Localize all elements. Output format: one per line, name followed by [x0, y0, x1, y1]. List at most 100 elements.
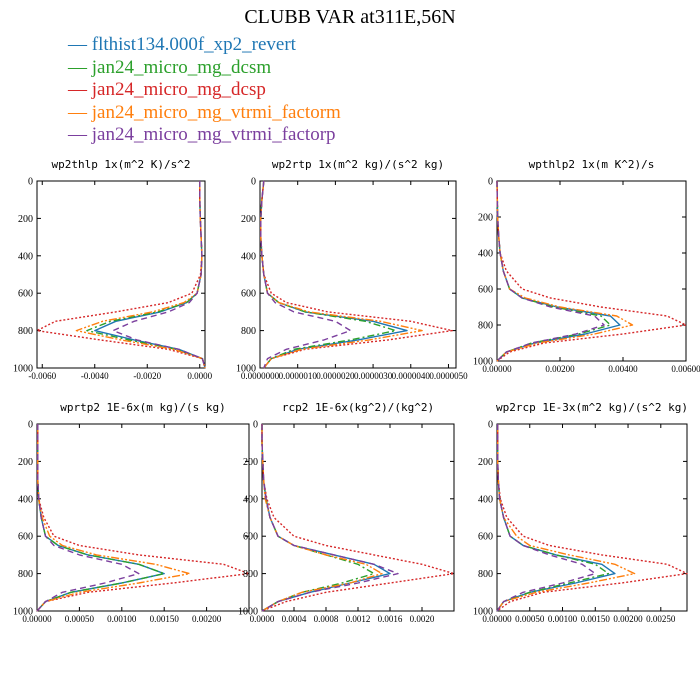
series-line-0 [36, 424, 165, 612]
x-tick-label: 0.00200 [545, 364, 575, 374]
y-tick-label: 800 [241, 326, 256, 337]
x-tick-label: -0.0060 [28, 371, 56, 381]
series-line-4 [496, 424, 596, 612]
y-tick-label: 600 [18, 289, 33, 300]
y-tick-label: 200 [243, 457, 258, 468]
y-tick-label: 800 [478, 321, 493, 332]
x-tick-label: 0.0000 [187, 371, 212, 381]
panel-title: wp2rcp 1E-3x(m^2 kg)/(s^2 kg) [496, 401, 688, 414]
panel-1: wp2rtp 1x(m^2 kg)/(s^2 kg) 0 200 400 600 800 1… [236, 158, 468, 381]
series-line-1 [260, 180, 397, 369]
x-tick-label: 0.0012 [346, 614, 371, 624]
panel-title: wprtp2 1E-6x(m kg)/(s kg) [60, 401, 226, 414]
y-tick-label: 0 [253, 420, 258, 431]
panel-frame [36, 180, 206, 369]
panel-title: wp2thlp 1x(m^2 K)/s^2 [51, 158, 190, 171]
panel-frame [259, 180, 457, 369]
x-tick-label: 0.00400 [608, 364, 638, 374]
series-line-4 [261, 424, 399, 612]
panel-title: rcp2 1E-6x(kg^2)/(kg^2) [282, 401, 434, 414]
y-tick-label: 1000 [13, 364, 33, 375]
x-tick-label: 0.0000000 [241, 371, 280, 381]
series-line-1 [36, 424, 165, 612]
x-tick-label: 0.0000020 [316, 371, 355, 381]
panel-0: wp2thlp 1x(m^2 K)/s^202004006008001000-0… [13, 158, 213, 381]
x-tick-label: 0.0008 [314, 614, 339, 624]
x-tick-label: 0.0000050 [429, 371, 468, 381]
panel-2: wpthlp2 1x(m K^2)/s020040060080010000.00… [473, 158, 700, 374]
panel-frame [36, 423, 250, 612]
y-tick-label: 200 [18, 457, 33, 468]
y-tick-label: 0 [28, 420, 33, 431]
x-tick-label: 0.00150 [150, 614, 180, 624]
y-tick-label: 800 [478, 569, 493, 580]
x-tick-label: 0.00250 [646, 614, 676, 624]
legend-item-3: — jan24_micro_mg_vtrmi_factorm [68, 101, 341, 123]
y-tick-label: 600 [478, 285, 493, 296]
y-tick-label: 200 [478, 457, 493, 468]
series-line-3 [75, 181, 206, 369]
y-tick-label: 600 [243, 532, 258, 543]
x-tick-label: 0.0000030 [354, 371, 393, 381]
y-tick-label: 0 [251, 177, 256, 188]
series-line-1 [86, 181, 206, 369]
series-line-2 [260, 180, 453, 369]
legend: — flthist134.000f_xp2_revert — jan24_mic… [68, 34, 341, 147]
panel-5: wp2rcp 1E-3x(m^2 kg)/(s^2 kg)0 200 400 600 8… [473, 401, 688, 624]
panel-title: wpthlp2 1x(m K^2)/s [529, 158, 655, 171]
series-line-3 [496, 424, 636, 612]
series-line-4 [112, 181, 206, 369]
series-line-0 [496, 424, 616, 612]
y-tick-label: 800 [18, 326, 33, 337]
series-line-0 [261, 424, 391, 612]
legend-item-4: — jan24_micro_mg_vtrmi_factorp [68, 124, 336, 145]
y-tick-label: 400 [18, 494, 33, 505]
y-tick-label: 800 [243, 569, 258, 580]
y-tick-label: 800 [18, 569, 33, 580]
y-tick-label: 400 [241, 251, 256, 262]
x-tick-label: 0.00100 [107, 614, 137, 624]
series-line-0 [94, 181, 206, 369]
series-line-1 [496, 180, 612, 362]
series-line-4 [496, 180, 605, 362]
y-tick-label: 600 [18, 532, 33, 543]
series-line-0 [260, 180, 408, 369]
panel-4: rcp2 1E-6x(kg^2)/(kg^2) 0 200 400 600 800 1000… [238, 401, 455, 624]
series-line-3 [261, 424, 383, 612]
y-tick-label: 400 [243, 494, 258, 505]
x-tick-label: 0.0000040 [392, 371, 431, 381]
legend-item-0: — flthist134.000f_xp2_revert [68, 34, 296, 55]
x-tick-label: 0.00100 [548, 614, 578, 624]
series-line-1 [496, 424, 610, 612]
series-line-3 [260, 180, 423, 369]
x-tick-label: 0.00000 [22, 614, 52, 624]
y-tick-label: 0 [488, 177, 493, 188]
panel-3: wprtp2 1E-6x(m kg)/(s kg) 0 200 400 600 800 10… [13, 401, 250, 624]
series-line-3 [496, 180, 634, 362]
x-tick-label: -0.0040 [81, 371, 109, 381]
x-tick-label: 0.00050 [515, 614, 545, 624]
y-tick-label: 200 [241, 214, 256, 225]
series-line-3 [36, 424, 191, 612]
panel-frame [496, 180, 687, 362]
panel-title: wp2rtp 1x(m^2 kg)/(s^2 kg) [272, 158, 444, 171]
y-tick-label: 1000 [473, 607, 493, 618]
x-tick-label: 0.00200 [613, 614, 643, 624]
x-tick-label: 0.00000 [482, 614, 512, 624]
legend-item-1: — jan24_micro_mg_dcsm [68, 56, 272, 78]
y-tick-label: 0 [28, 177, 33, 188]
y-tick-label: 200 [18, 214, 33, 225]
y-tick-label: 400 [478, 494, 493, 505]
y-tick-label: 1000 [236, 364, 256, 375]
x-tick-label: 0.0000010 [279, 371, 318, 381]
y-tick-label: 200 [478, 213, 493, 224]
y-tick-label: 1000 [473, 357, 493, 368]
y-tick-label: 400 [478, 249, 493, 260]
x-tick-label: -0.0020 [133, 371, 161, 381]
x-tick-label: 0.00600 [671, 364, 700, 374]
x-tick-label: 0.00150 [581, 614, 611, 624]
x-tick-label: 0.00000 [482, 364, 512, 374]
x-tick-label: 0.0020 [410, 614, 435, 624]
series-line-4 [36, 424, 140, 612]
